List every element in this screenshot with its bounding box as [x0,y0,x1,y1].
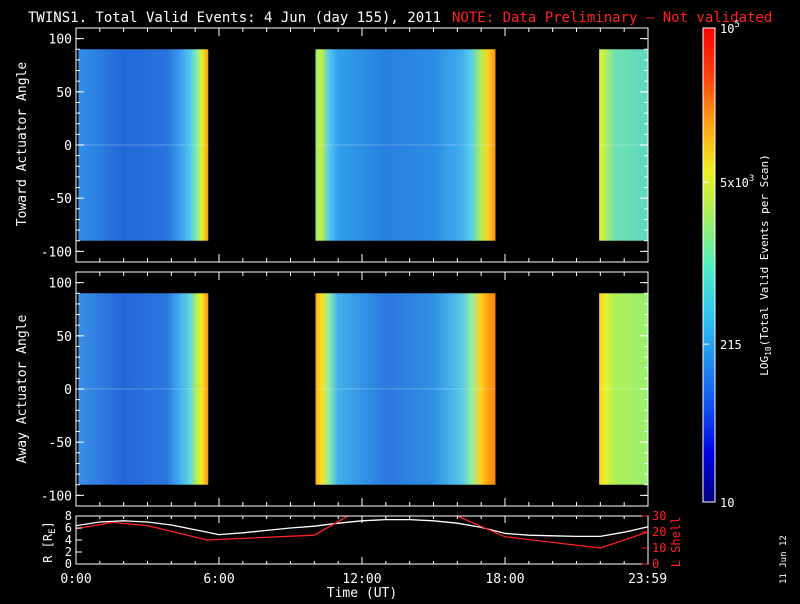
radius-ytick-label: 2 [65,545,72,559]
time-xtick-label: 18:00 [485,572,524,587]
toward-data-segment [315,49,496,241]
preliminary-note: NOTE: Data Preliminary – Not validated [452,10,772,26]
away-zero-band [78,388,209,390]
radius-ytick-label: 8 [65,509,72,523]
toward-zero-band [78,144,209,146]
away-ytick-label: 0 [64,383,72,398]
away-ylabel: Away Actuator Angle [15,314,30,463]
time-xtick-label: 23:59 [628,572,667,587]
away-data-segment [599,293,648,485]
colorbar-tick-label: 10 [720,496,734,510]
colorbar-tick-label: 5x103 [720,174,754,190]
radius-ylabel: R [RE] [41,521,58,563]
time-xlabel: Time (UT) [327,586,397,600]
colorbar-ticks: 105 5x103 215 10 [703,20,754,510]
time-xtick-label: 0:00 [60,572,91,587]
away-heatmap-panel: 100 50 0 -50 -100 [41,271,649,507]
toward-zero-band [599,144,648,146]
colorbar-label: LOG10(Total Valid Events per Scan) [758,154,773,376]
away-ytick-label: 50 [56,330,72,345]
figure-title: TWINS1. Total Valid Events: 4 Jun (day 1… [28,10,441,26]
away-ytick-label: 100 [49,277,72,292]
time-xtick-label: 6:00 [203,572,234,587]
toward-ytick-label: 100 [49,33,72,48]
toward-ytick-label: 0 [64,139,72,154]
lshell-ylabel: L Shell [669,517,683,568]
toward-data-segment [599,49,648,241]
colorbar-tick-label: 215 [720,338,742,352]
time-xtick-label: 12:00 [342,572,381,587]
away-data-segment [78,293,209,485]
colorbar [702,27,716,503]
lshell-series-line [76,516,648,549]
toward-ytick-label: -50 [49,192,72,207]
toward-data-segment [78,49,209,241]
radius-ytick-label: 0 [65,557,72,571]
away-ytick-label: -100 [41,489,72,504]
toward-ytick-label: -100 [41,245,72,260]
away-zero-band [599,388,648,390]
lshell-ytick-label: 30 [652,509,666,523]
away-ytick-label: -50 [49,436,72,451]
lshell-ytick-label: 20 [652,525,666,539]
radius-ytick-label: 4 [65,533,72,547]
toward-zero-band [315,144,496,146]
away-zero-band [315,388,496,390]
lshell-ytick-label: 10 [652,541,666,555]
toward-ytick-label: 50 [56,86,72,101]
away-data-segment [315,293,496,485]
lshell-ytick-label: 0 [652,557,659,571]
date-stamp: 11 Jun 12 [779,535,789,584]
radius-ytick-label: 6 [65,521,72,535]
toward-heatmap-panel: 100 50 0 -50 -100 [41,27,649,263]
colorbar-tick-label: 105 [720,20,740,36]
toward-ylabel: Toward Actuator Angle [15,62,30,227]
